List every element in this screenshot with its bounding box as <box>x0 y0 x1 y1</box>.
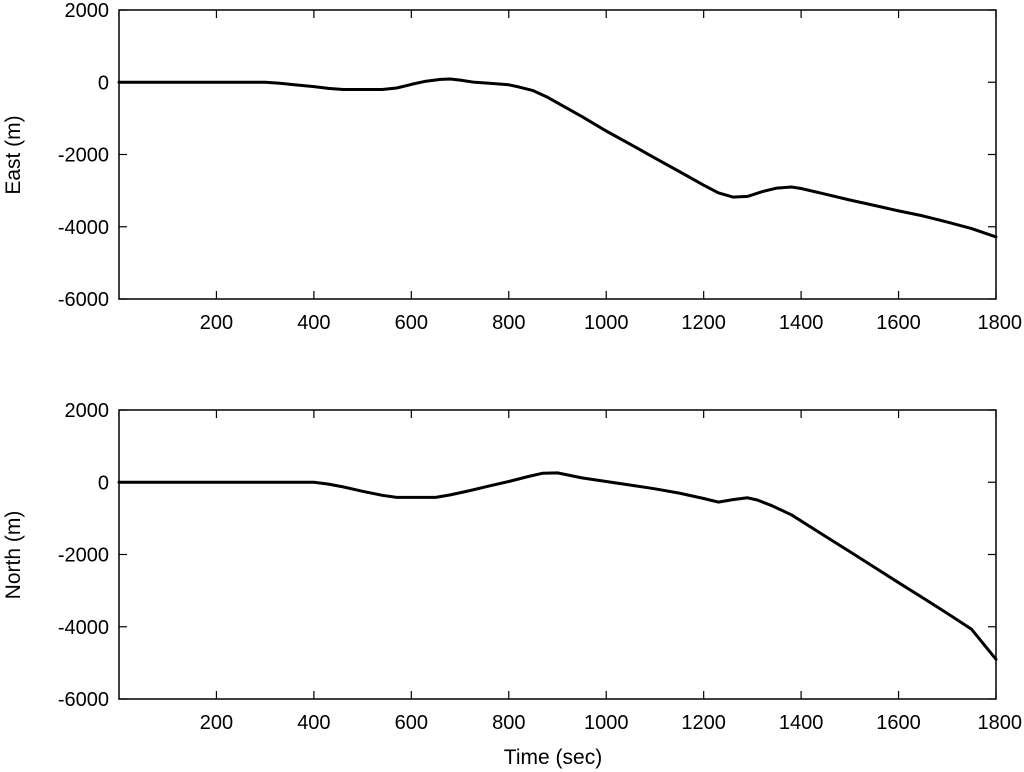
east-x-tick-label: 1200 <box>681 312 726 334</box>
east-x-tick-label: 1800 <box>978 312 1023 334</box>
east-axes-box <box>118 9 997 300</box>
east-y-axis-label: East (m) <box>2 115 25 194</box>
north-series-line <box>117 471 998 661</box>
north-x-tick-label: 1400 <box>779 712 824 734</box>
east-y-tick-label: 2000 <box>65 0 110 22</box>
east-x-tick-label: 400 <box>297 312 330 334</box>
north-y-axis-label: North (m) <box>2 511 25 600</box>
east-x-tick-label: 1000 <box>584 312 629 334</box>
east-x-tick-label: 1600 <box>876 312 921 334</box>
north-x-tick-label: 600 <box>395 712 428 734</box>
east-series-line <box>117 77 998 239</box>
north-y-tick-label: -4000 <box>58 617 109 639</box>
east-x-tick-label: 200 <box>200 312 233 334</box>
north-y-tick-label: 2000 <box>65 400 110 422</box>
north-x-tick-label: 1600 <box>876 712 921 734</box>
north-x-tick-label: 200 <box>200 712 233 734</box>
east-y-tick-label: 0 <box>98 72 109 94</box>
north-x-tick-label: 1000 <box>584 712 629 734</box>
north-y-tick-label: 0 <box>98 472 109 494</box>
east-ticks: 200 400 600 800 1000 1200 1400 1600 1800 2000 0 -20… <box>58 0 1022 334</box>
north-plot-panel: 200 400 600 800 1000 1200 1400 1600 1800 2000 0 -20… <box>2 400 1022 769</box>
north-x-tick-label: 400 <box>297 712 330 734</box>
north-x-tick-label: 800 <box>492 712 525 734</box>
east-y-tick-label: -4000 <box>58 217 109 239</box>
north-x-tick-label: 1200 <box>681 712 726 734</box>
north-axes-box <box>118 409 997 700</box>
east-y-tick-label: -6000 <box>58 289 109 311</box>
east-y-tick-label: -2000 <box>58 145 109 167</box>
north-ticks: 200 400 600 800 1000 1200 1400 1600 1800 2000 0 -20… <box>58 400 1022 734</box>
east-x-tick-label: 1400 <box>779 312 824 334</box>
north-x-tick-label: 1800 <box>978 712 1023 734</box>
east-x-tick-label: 800 <box>492 312 525 334</box>
east-plot-panel: 200 400 600 800 1000 1200 1400 1600 1800 2000 0 -20… <box>2 0 1022 334</box>
x-axis-label: Time (sec) <box>504 746 602 769</box>
north-y-tick-label: -6000 <box>58 689 109 711</box>
east-x-tick-label: 600 <box>395 312 428 334</box>
north-y-tick-label: -2000 <box>58 545 109 567</box>
